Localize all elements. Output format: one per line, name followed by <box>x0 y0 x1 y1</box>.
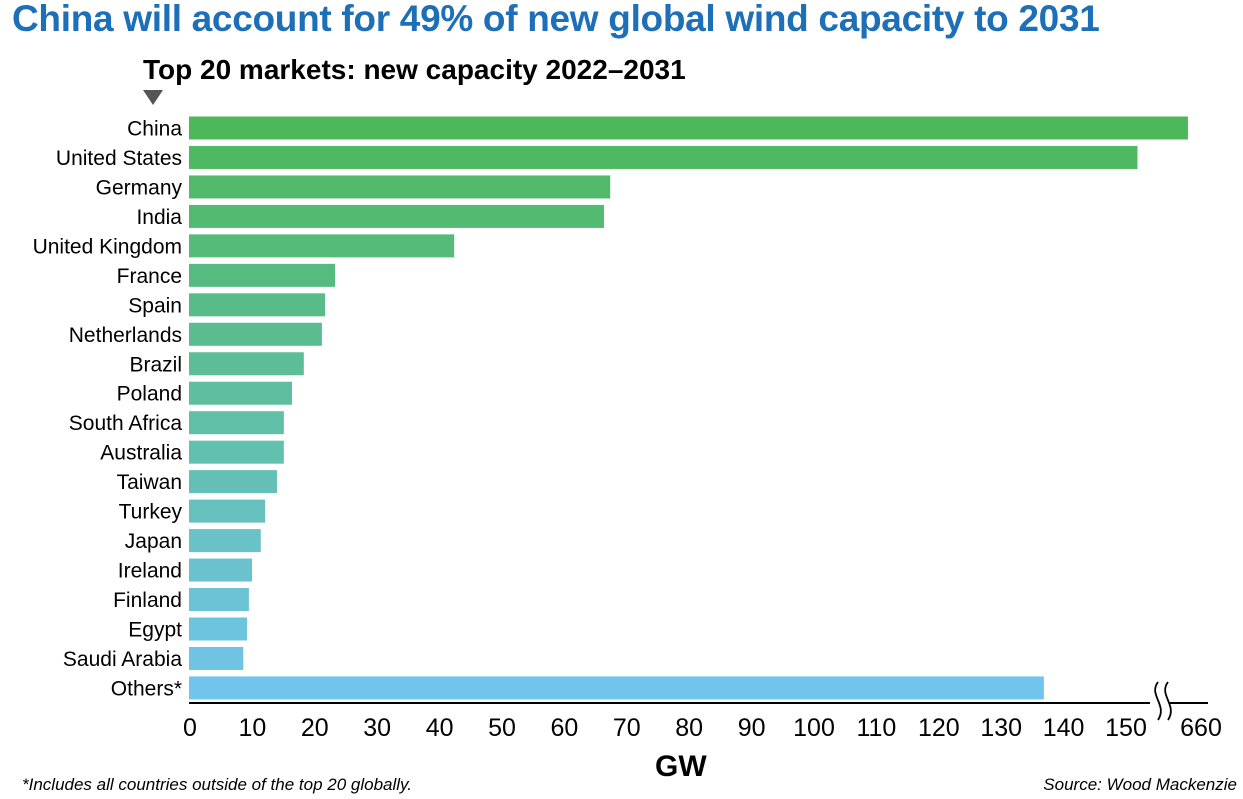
category-label: United Kingdom <box>33 235 182 258</box>
category-label: Egypt <box>128 618 182 641</box>
category-label: Saudi Arabia <box>63 648 182 671</box>
x-tick-label: 60 <box>550 714 578 742</box>
x-tick-label: 130 <box>980 714 1022 742</box>
category-label: Australia <box>100 442 182 465</box>
category-label: Poland <box>117 383 182 406</box>
category-label: Japan <box>125 530 182 553</box>
footnote: *Includes all countries outside of the t… <box>22 775 412 794</box>
x-tick-label: 40 <box>426 714 454 742</box>
bar <box>189 617 248 641</box>
category-label: South Africa <box>69 412 183 435</box>
x-axis-label: GW <box>655 750 707 783</box>
category-label: France <box>117 265 182 288</box>
x-tick-label: 140 <box>1043 714 1085 742</box>
category-label: Germany <box>96 176 183 199</box>
axis-break-icon <box>1154 681 1162 721</box>
x-tick-label: 70 <box>613 714 641 742</box>
bar <box>189 322 322 346</box>
bar <box>189 234 455 258</box>
bar <box>189 411 284 435</box>
triangle-down-icon <box>143 90 163 105</box>
category-label: Ireland <box>118 560 182 583</box>
bar <box>189 352 304 376</box>
bar <box>189 145 1138 169</box>
bar <box>189 116 1188 140</box>
x-tick-label: 20 <box>301 714 329 742</box>
bar <box>189 529 261 553</box>
bar <box>189 588 249 612</box>
category-label: India <box>136 206 182 229</box>
x-tick-label: 30 <box>363 714 391 742</box>
x-tick-label: 80 <box>675 714 703 742</box>
category-label: Taiwan <box>117 471 182 494</box>
bar <box>189 558 253 582</box>
chart-headline: China will account for 49% of new global… <box>12 0 1100 39</box>
category-label: United States <box>56 147 182 170</box>
category-label: Turkey <box>119 501 183 524</box>
bar <box>189 175 611 199</box>
x-tick-label: 120 <box>918 714 960 742</box>
category-label: Netherlands <box>69 324 182 347</box>
x-tick-label: 100 <box>793 714 835 742</box>
bar <box>189 646 244 670</box>
x-tick-label: 150 <box>1105 714 1147 742</box>
bar <box>189 381 292 405</box>
bar <box>189 440 284 464</box>
bar <box>189 470 277 494</box>
category-label: Others* <box>111 677 182 700</box>
chart-title: Top 20 markets: new capacity 2022–2031 <box>143 54 686 85</box>
axis-break-icon <box>1164 681 1172 721</box>
bar <box>189 676 1044 700</box>
category-label: China <box>127 118 182 141</box>
bar <box>189 293 326 317</box>
x-tick-label: 660 <box>1180 714 1222 742</box>
x-tick-label: 50 <box>488 714 516 742</box>
x-tick-label: 10 <box>238 714 266 742</box>
x-tick-label: 110 <box>856 714 896 742</box>
source-note: Source: Wood Mackenzie <box>1043 775 1237 794</box>
bar <box>189 499 266 523</box>
bar <box>189 204 604 228</box>
bar <box>189 263 336 287</box>
category-label: Brazil <box>129 353 182 376</box>
category-label: Finland <box>113 589 182 612</box>
category-label: Spain <box>128 294 182 317</box>
x-tick-label: 0 <box>183 714 197 742</box>
x-tick-label: 90 <box>738 714 766 742</box>
